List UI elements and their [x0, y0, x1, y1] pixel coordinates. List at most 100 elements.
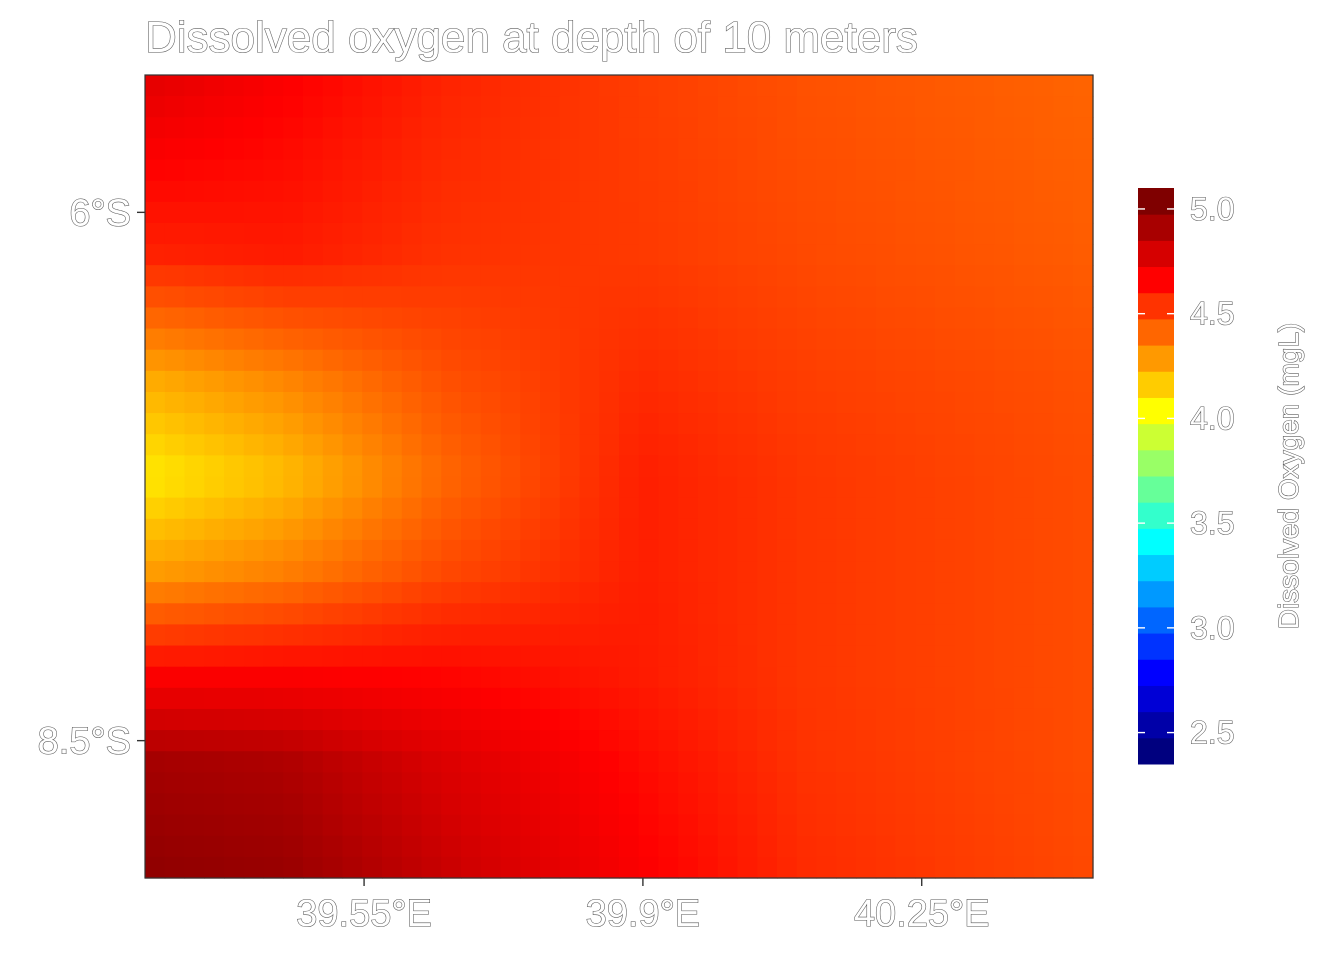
heatmap-cell: [184, 603, 205, 626]
heatmap-cell: [382, 666, 403, 689]
heatmap-cell: [717, 603, 739, 626]
heatmap-cell: [994, 772, 1015, 795]
heatmap-cell: [1073, 814, 1094, 837]
heatmap-cell: [322, 75, 344, 97]
heatmap-cell: [441, 835, 462, 858]
heatmap-cell: [322, 244, 344, 266]
heatmap-cell: [362, 265, 383, 287]
colorbar-title: Dissolved Oxygen (mgL): [1273, 323, 1304, 630]
heatmap-cell: [1014, 75, 1035, 97]
heatmap-cell: [164, 497, 186, 520]
heatmap-cell: [480, 772, 502, 795]
heatmap-cell: [777, 286, 798, 309]
heatmap-cell: [698, 561, 719, 583]
heatmap-cell: [777, 645, 798, 668]
heatmap-cell: [263, 244, 284, 266]
heatmap-cell: [875, 244, 897, 266]
heatmap-cell: [836, 603, 857, 626]
heatmap-cell: [1073, 666, 1094, 689]
heatmap-cell: [164, 645, 186, 668]
heatmap-cell: [658, 391, 679, 414]
heatmap-cell: [145, 624, 166, 647]
heatmap-cell: [658, 476, 679, 499]
heatmap-cell: [441, 751, 462, 773]
heatmap-cell: [895, 518, 916, 541]
heatmap-cell: [994, 391, 1015, 414]
heatmap-cell: [421, 370, 442, 393]
heatmap-cell: [717, 201, 739, 224]
heatmap-cell: [480, 539, 502, 562]
heatmap-cell: [342, 730, 363, 752]
heatmap-cell: [480, 307, 502, 330]
heatmap-cell: [737, 518, 758, 541]
heatmap-cell: [796, 645, 818, 668]
heatmap-cell: [342, 307, 363, 330]
heatmap-cell: [145, 96, 166, 118]
heatmap-cell: [796, 434, 818, 456]
heatmap-cell: [599, 687, 620, 710]
heatmap-cell: [303, 455, 324, 478]
heatmap-cell: [1053, 349, 1074, 372]
heatmap-cell: [994, 265, 1015, 287]
heatmap-cell: [875, 434, 897, 456]
heatmap-cell: [658, 222, 679, 245]
heatmap-cell: [954, 497, 976, 520]
heatmap-cell: [441, 244, 462, 266]
heatmap-cell: [164, 539, 186, 562]
heatmap-cell: [204, 793, 225, 816]
heatmap-cell: [579, 687, 600, 710]
heatmap-cell: [559, 370, 581, 393]
heatmap-cell: [224, 666, 245, 689]
heatmap-cell: [638, 856, 660, 879]
heatmap-cell: [480, 159, 502, 182]
heatmap-cell: [816, 624, 837, 647]
heatmap-cell: [717, 307, 739, 330]
heatmap-cell: [698, 476, 719, 499]
heatmap-cell: [619, 751, 640, 773]
heatmap-cell: [599, 349, 620, 372]
heatmap-cell: [915, 624, 936, 647]
heatmap-cell: [145, 117, 166, 139]
heatmap-cell: [658, 561, 679, 583]
heatmap-cell: [935, 708, 956, 731]
heatmap-cell: [796, 370, 818, 393]
heatmap-cell: [461, 180, 482, 203]
heatmap-cell: [520, 391, 541, 414]
heatmap-cell: [856, 518, 877, 541]
heatmap-cell: [322, 117, 344, 139]
heatmap-cell: [638, 180, 660, 203]
heatmap-cell: [836, 455, 857, 478]
heatmap-cell: [303, 518, 324, 541]
heatmap-cell: [224, 265, 245, 287]
heatmap-cell: [994, 370, 1015, 393]
heatmap-cell: [915, 856, 936, 879]
heatmap-cell: [895, 814, 916, 837]
heatmap-cell: [540, 75, 561, 97]
heatmap-cell: [145, 244, 166, 266]
heatmap-cell: [1053, 624, 1074, 647]
heatmap-cell: [145, 159, 166, 182]
heatmap-cell: [796, 476, 818, 499]
heatmap-cell: [164, 117, 186, 139]
heatmap-cell: [954, 730, 976, 752]
heatmap-cell: [283, 814, 304, 837]
heatmap-cell: [283, 370, 304, 393]
heatmap-cell: [1053, 138, 1074, 161]
heatmap-cell: [382, 138, 403, 161]
heatmap-cell: [1014, 307, 1035, 330]
heatmap-cell: [401, 434, 423, 456]
heatmap-cell: [243, 370, 265, 393]
heatmap-cell: [500, 201, 521, 224]
heatmap-cell: [895, 180, 916, 203]
heatmap-cell: [322, 476, 344, 499]
heatmap-cell: [362, 603, 383, 626]
heatmap-cell: [974, 75, 995, 97]
heatmap-cell: [1053, 793, 1074, 816]
heatmap-cell: [461, 603, 482, 626]
heatmap-cell: [559, 666, 581, 689]
heatmap-cell: [717, 624, 739, 647]
heatmap-cell: [895, 603, 916, 626]
heatmap-cell: [836, 307, 857, 330]
heatmap-cell: [737, 772, 758, 795]
heatmap-cell: [599, 159, 620, 182]
